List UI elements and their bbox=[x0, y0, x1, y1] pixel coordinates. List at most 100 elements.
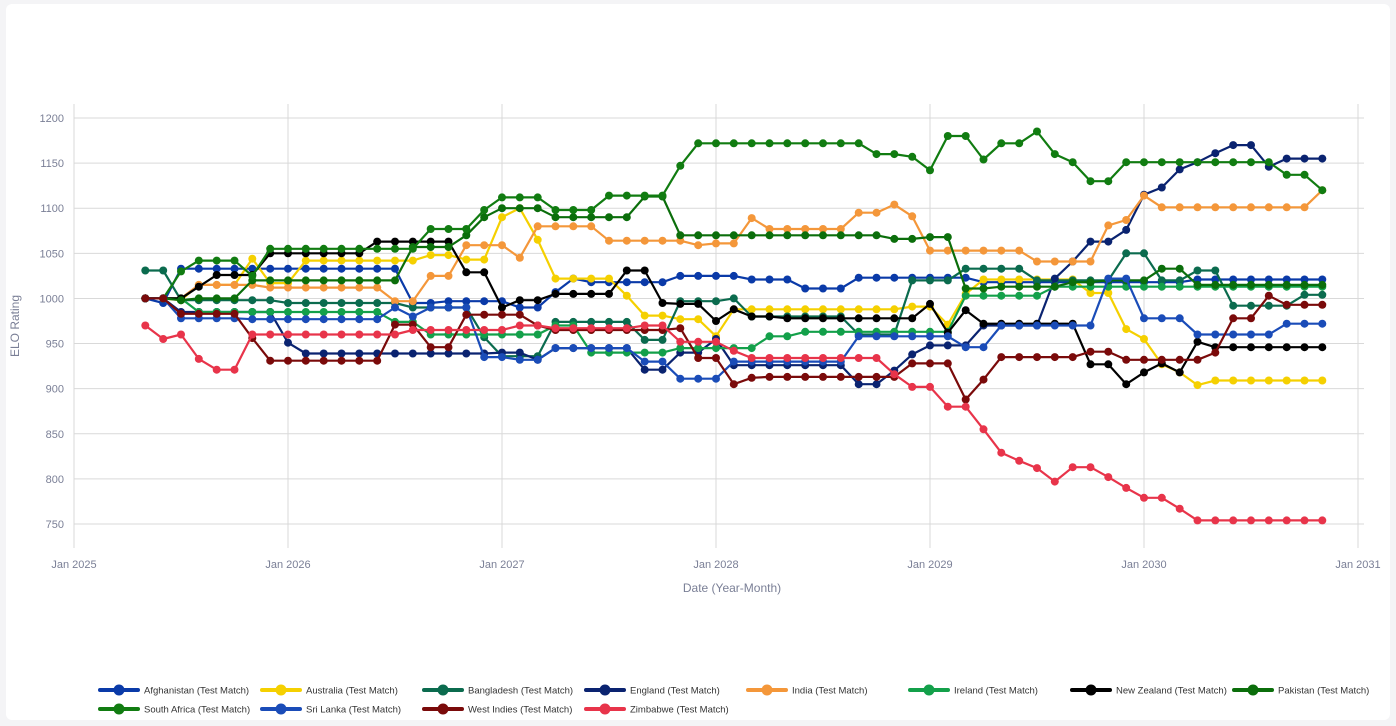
data-point[interactable] bbox=[1140, 249, 1148, 258]
data-point[interactable] bbox=[1104, 221, 1113, 230]
data-point[interactable] bbox=[587, 222, 596, 231]
data-point[interactable] bbox=[373, 237, 382, 246]
data-point[interactable] bbox=[854, 231, 863, 240]
data-point[interactable] bbox=[1140, 493, 1148, 502]
data-point[interactable] bbox=[462, 268, 471, 277]
data-point[interactable] bbox=[337, 299, 346, 307]
data-point[interactable] bbox=[765, 372, 774, 381]
data-point[interactable] bbox=[1282, 280, 1291, 289]
data-point[interactable] bbox=[319, 283, 328, 292]
data-point[interactable] bbox=[177, 267, 185, 276]
data-point[interactable] bbox=[462, 297, 471, 306]
legend-item[interactable]: India (Test Match) bbox=[746, 684, 868, 697]
data-point[interactable] bbox=[640, 321, 649, 330]
data-point[interactable] bbox=[1157, 158, 1166, 167]
data-point[interactable] bbox=[961, 291, 970, 300]
data-point[interactable] bbox=[1229, 158, 1238, 167]
data-point[interactable] bbox=[391, 320, 399, 329]
data-point[interactable] bbox=[212, 365, 221, 374]
data-point[interactable] bbox=[480, 353, 489, 362]
data-point[interactable] bbox=[551, 274, 560, 283]
data-point[interactable] bbox=[747, 214, 756, 223]
data-point[interactable] bbox=[622, 266, 631, 275]
data-point[interactable] bbox=[1033, 282, 1041, 291]
data-point[interactable] bbox=[551, 324, 560, 333]
data-point[interactable] bbox=[230, 264, 239, 273]
data-point[interactable] bbox=[1068, 257, 1077, 266]
data-point[interactable] bbox=[319, 308, 328, 316]
data-point[interactable] bbox=[266, 244, 275, 253]
data-point[interactable] bbox=[1157, 314, 1166, 323]
data-point[interactable] bbox=[337, 315, 346, 324]
data-point[interactable] bbox=[533, 355, 542, 364]
data-point[interactable] bbox=[569, 222, 578, 231]
data-point[interactable] bbox=[765, 231, 774, 240]
data-point[interactable] bbox=[1193, 330, 1202, 339]
data-point[interactable] bbox=[765, 139, 774, 148]
data-point[interactable] bbox=[551, 344, 560, 353]
data-point[interactable] bbox=[1211, 158, 1220, 167]
data-point[interactable] bbox=[890, 305, 899, 314]
data-point[interactable] bbox=[266, 315, 275, 324]
data-point[interactable] bbox=[462, 231, 471, 240]
data-point[interactable] bbox=[408, 326, 417, 334]
data-point[interactable] bbox=[355, 330, 364, 339]
data-point[interactable] bbox=[337, 308, 346, 316]
data-point[interactable] bbox=[1300, 343, 1309, 352]
data-point[interactable] bbox=[194, 282, 203, 291]
data-point[interactable] bbox=[141, 266, 150, 275]
data-point[interactable] bbox=[1104, 473, 1113, 482]
data-point[interactable] bbox=[997, 246, 1006, 255]
data-point[interactable] bbox=[337, 256, 346, 265]
data-point[interactable] bbox=[926, 246, 934, 255]
data-point[interactable] bbox=[319, 349, 328, 358]
data-point[interactable] bbox=[498, 310, 506, 319]
data-point[interactable] bbox=[319, 256, 328, 265]
data-point[interactable] bbox=[1050, 353, 1059, 362]
data-point[interactable] bbox=[498, 303, 506, 312]
data-point[interactable] bbox=[284, 315, 292, 324]
data-point[interactable] bbox=[301, 264, 310, 273]
data-point[interactable] bbox=[1104, 177, 1113, 186]
data-point[interactable] bbox=[355, 349, 364, 358]
data-point[interactable] bbox=[729, 346, 738, 355]
data-point[interactable] bbox=[319, 356, 328, 365]
data-point[interactable] bbox=[373, 356, 382, 365]
data-point[interactable] bbox=[836, 284, 845, 293]
data-point[interactable] bbox=[1175, 158, 1184, 167]
data-point[interactable] bbox=[979, 425, 988, 434]
data-point[interactable] bbox=[551, 289, 560, 298]
data-point[interactable] bbox=[854, 314, 863, 323]
data-point[interactable] bbox=[212, 280, 221, 289]
data-point[interactable] bbox=[444, 303, 453, 312]
data-point[interactable] bbox=[391, 349, 399, 358]
data-point[interactable] bbox=[301, 330, 310, 339]
data-point[interactable] bbox=[284, 308, 292, 316]
data-point[interactable] bbox=[1193, 158, 1202, 167]
data-point[interactable] bbox=[872, 314, 881, 323]
data-point[interactable] bbox=[515, 355, 524, 364]
data-point[interactable] bbox=[1157, 264, 1166, 273]
data-point[interactable] bbox=[1282, 170, 1291, 179]
data-point[interactable] bbox=[658, 278, 667, 287]
data-point[interactable] bbox=[961, 343, 970, 352]
data-point[interactable] bbox=[783, 275, 792, 284]
data-point[interactable] bbox=[1015, 456, 1024, 465]
data-point[interactable] bbox=[1247, 314, 1255, 323]
data-point[interactable] bbox=[658, 236, 667, 245]
data-point[interactable] bbox=[1015, 246, 1024, 255]
data-point[interactable] bbox=[1247, 516, 1255, 525]
data-point[interactable] bbox=[926, 332, 934, 341]
data-point[interactable] bbox=[819, 231, 827, 240]
data-point[interactable] bbox=[908, 276, 917, 285]
data-point[interactable] bbox=[1300, 154, 1309, 163]
data-point[interactable] bbox=[1264, 291, 1273, 300]
data-point[interactable] bbox=[872, 380, 881, 389]
data-point[interactable] bbox=[1015, 264, 1024, 273]
data-point[interactable] bbox=[1140, 282, 1148, 291]
data-point[interactable] bbox=[765, 312, 774, 321]
data-point[interactable] bbox=[1211, 330, 1220, 339]
data-point[interactable] bbox=[301, 283, 310, 292]
data-point[interactable] bbox=[284, 276, 292, 285]
data-point[interactable] bbox=[1282, 516, 1291, 525]
